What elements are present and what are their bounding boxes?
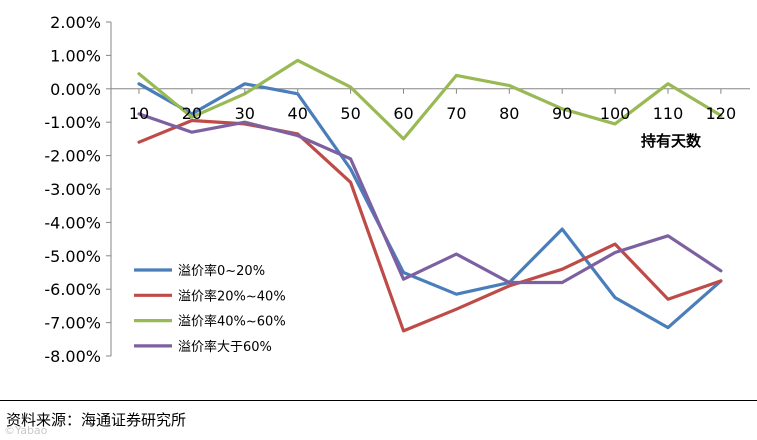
- line-chart: 2.00% 1.00% 0.00% -1.00% -2.00% -3.00% -4.00% -…: [44, 13, 750, 366]
- x-tick-label: 110: [653, 104, 684, 123]
- x-tick-label: 30: [235, 104, 255, 123]
- series-line-3: [137, 58, 723, 141]
- x-tick-label: 60: [393, 104, 413, 123]
- legend: 溢价率0~20% 溢价率20%~40% 溢价率40%~60% 溢价率大于60%: [134, 263, 286, 355]
- y-tick-label: 2.00%: [50, 13, 101, 32]
- x-tick-label: 120: [706, 104, 737, 123]
- series-line-1: [137, 82, 723, 330]
- y-tick-label: 1.00%: [50, 46, 101, 65]
- y-tick-label: -4.00%: [44, 213, 101, 232]
- y-axis-ticks: 2.00% 1.00% 0.00% -1.00% -2.00% -3.00% -4.00% -…: [44, 13, 111, 366]
- legend-label: 溢价率20%~40%: [178, 288, 286, 304]
- x-tick-label: 10: [129, 104, 149, 123]
- x-tick-label: 40: [288, 104, 308, 123]
- y-tick-label: -7.00%: [44, 314, 101, 333]
- legend-label: 溢价率0~20%: [178, 263, 265, 279]
- source-divider: [0, 400, 757, 401]
- x-tick-label: 20: [182, 104, 202, 123]
- x-tick-label: 80: [499, 104, 519, 123]
- y-tick-label: -3.00%: [44, 180, 101, 199]
- source-note: 资料来源：海通证券研究所: [6, 411, 187, 429]
- x-axis-label: 持有天数: [641, 132, 702, 150]
- series-line-4: [137, 112, 723, 285]
- y-tick-label: -1.00%: [44, 113, 101, 132]
- y-tick-label: -2.00%: [44, 147, 101, 166]
- x-tick-label: 70: [446, 104, 466, 123]
- axes: [110, 22, 750, 356]
- watermark: ©Yabao: [4, 424, 48, 437]
- y-tick-label: -6.00%: [44, 280, 101, 299]
- legend-label: 溢价率40%~60%: [178, 314, 286, 330]
- x-axis-ticks: 10 20 30 40 50 60 70 80 90 100 110 120: [129, 88, 737, 123]
- y-tick-label: 0.00%: [50, 80, 101, 99]
- legend-label: 溢价率大于60%: [178, 339, 272, 355]
- x-tick-label: 50: [340, 104, 360, 123]
- series-lines: [137, 58, 723, 333]
- x-tick-label: 100: [600, 104, 631, 123]
- y-tick-label: -5.00%: [44, 247, 101, 266]
- x-tick-label: 90: [552, 104, 572, 123]
- y-tick-label: -8.00%: [44, 347, 101, 366]
